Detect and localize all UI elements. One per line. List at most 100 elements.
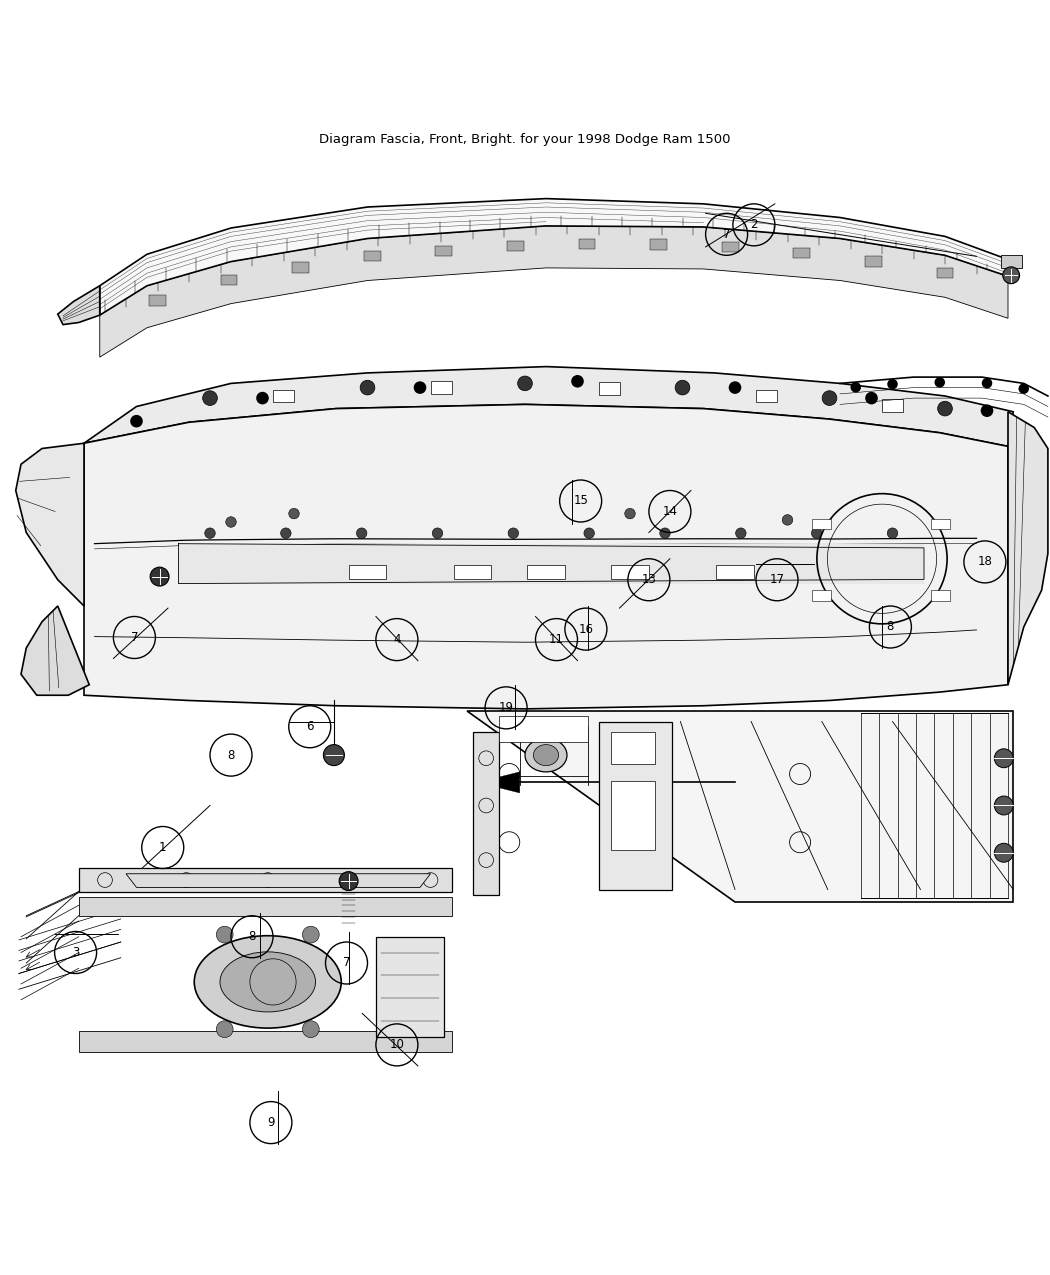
Bar [611, 565, 649, 579]
Bar [79, 1031, 452, 1052]
Circle shape [729, 381, 741, 394]
Text: 7: 7 [722, 228, 731, 241]
Circle shape [659, 528, 670, 538]
Circle shape [130, 414, 143, 427]
Polygon shape [21, 606, 89, 695]
Circle shape [822, 390, 837, 405]
Bar [149, 296, 166, 306]
Bar [721, 242, 738, 252]
Bar [499, 717, 588, 742]
Circle shape [994, 748, 1013, 768]
Circle shape [938, 402, 952, 416]
Circle shape [1003, 266, 1020, 283]
Bar [430, 381, 452, 394]
Text: 2: 2 [750, 218, 758, 231]
Polygon shape [1008, 412, 1048, 685]
Bar [273, 390, 294, 403]
Polygon shape [478, 771, 520, 793]
Text: 7: 7 [130, 631, 139, 644]
Text: 1: 1 [159, 842, 167, 854]
Circle shape [203, 390, 217, 405]
Circle shape [865, 391, 878, 404]
Polygon shape [467, 711, 1013, 903]
Circle shape [994, 843, 1013, 862]
Text: 4: 4 [393, 634, 401, 646]
Bar [611, 732, 655, 764]
Text: 11: 11 [549, 634, 564, 646]
Bar [611, 782, 655, 849]
Bar [436, 246, 453, 256]
Circle shape [356, 528, 366, 538]
Circle shape [216, 926, 233, 944]
Text: 17: 17 [770, 574, 784, 586]
Circle shape [302, 1021, 319, 1038]
Circle shape [323, 745, 344, 765]
Bar [931, 519, 950, 529]
Circle shape [1018, 384, 1029, 394]
Bar [178, 543, 924, 584]
Circle shape [280, 528, 291, 538]
Bar [931, 590, 950, 601]
Circle shape [887, 528, 898, 538]
Circle shape [302, 926, 319, 944]
Bar [79, 896, 452, 915]
Circle shape [850, 382, 861, 393]
Text: 13: 13 [642, 574, 656, 586]
Text: 16: 16 [579, 622, 593, 636]
Bar [472, 732, 499, 895]
Polygon shape [84, 404, 1008, 709]
Bar [716, 565, 754, 579]
Circle shape [675, 380, 690, 395]
Bar [376, 937, 444, 1037]
Circle shape [414, 381, 426, 394]
Bar [1001, 255, 1022, 268]
Bar [527, 565, 565, 579]
Bar [650, 240, 667, 250]
Circle shape [812, 528, 822, 538]
Bar [579, 238, 595, 250]
Circle shape [339, 872, 358, 890]
Circle shape [518, 376, 532, 390]
Polygon shape [58, 286, 100, 325]
Circle shape [360, 380, 375, 395]
Bar [882, 399, 903, 412]
Text: Diagram Fascia, Front, Bright. for your 1998 Dodge Ram 1500: Diagram Fascia, Front, Bright. for your … [319, 134, 731, 147]
Circle shape [981, 404, 993, 417]
Bar [292, 263, 309, 273]
Circle shape [289, 509, 299, 519]
Circle shape [433, 528, 443, 538]
Circle shape [782, 515, 793, 525]
Ellipse shape [220, 952, 315, 1012]
Circle shape [736, 528, 747, 538]
Bar [812, 590, 831, 601]
Bar [220, 274, 237, 286]
Bar [454, 565, 491, 579]
Circle shape [994, 796, 1013, 815]
Bar [507, 241, 524, 251]
Circle shape [934, 377, 945, 388]
Circle shape [625, 509, 635, 519]
Polygon shape [100, 199, 1008, 315]
Text: 3: 3 [71, 946, 80, 959]
Ellipse shape [525, 738, 567, 771]
Bar [364, 251, 381, 261]
Circle shape [256, 391, 269, 404]
Circle shape [584, 528, 594, 538]
Polygon shape [598, 722, 672, 890]
Bar [598, 382, 620, 395]
Text: 9: 9 [267, 1116, 275, 1130]
Polygon shape [126, 873, 430, 887]
Bar [937, 268, 953, 278]
Bar [812, 519, 831, 529]
Circle shape [216, 1021, 233, 1038]
Polygon shape [100, 226, 1008, 357]
Bar [349, 565, 386, 579]
Text: 8: 8 [227, 748, 235, 761]
Text: 8: 8 [886, 621, 895, 634]
Text: 6: 6 [306, 720, 314, 733]
Text: 18: 18 [978, 556, 992, 569]
Text: 14: 14 [663, 505, 677, 518]
Polygon shape [84, 367, 1013, 446]
Bar [794, 247, 811, 259]
Text: 8: 8 [248, 931, 256, 944]
